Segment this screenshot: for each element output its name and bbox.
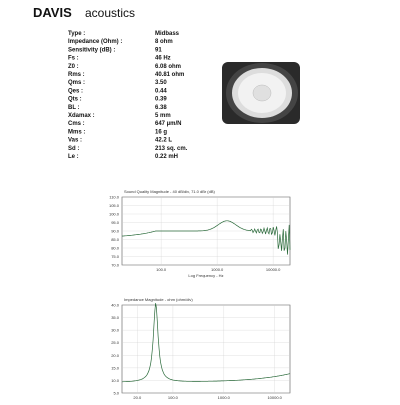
spec-value: 42.2 L xyxy=(155,138,172,144)
x-tick-label: 100.0 xyxy=(168,395,179,400)
spec-label: Qts : xyxy=(68,97,82,103)
spec-label: Vas : xyxy=(68,138,82,144)
spec-label: Z0 : xyxy=(68,64,79,70)
x-axis-label: Log Frequency - Hz xyxy=(188,273,223,278)
spec-label: Impedance (Ohm) : xyxy=(68,39,122,45)
spec-label: Rms : xyxy=(68,72,85,78)
y-tick-label: 105.0 xyxy=(109,203,120,208)
spec-label: Le : xyxy=(68,154,79,160)
y-tick-label: 95.0 xyxy=(111,220,120,225)
spec-value: 647 µm/N xyxy=(155,121,181,127)
spec-value: 8 ohm xyxy=(155,39,173,45)
response-curve xyxy=(122,303,291,383)
speaker-photo xyxy=(222,62,300,124)
y-tick-label: 25.0 xyxy=(111,340,120,345)
brand: DAVIS xyxy=(33,5,72,20)
chart-title: Sound Quality Magnitude - 40 dB/div, 71.… xyxy=(124,189,216,194)
response-curve xyxy=(121,220,291,255)
y-tick-label: 40.0 xyxy=(111,303,120,308)
spec-label: Type : xyxy=(68,31,85,37)
spec-label: Mms : xyxy=(68,129,85,135)
spec-value: 0.39 xyxy=(155,97,167,103)
spec-value: 91 xyxy=(155,47,162,53)
brand-subtitle: acoustics xyxy=(85,6,135,20)
spec-label: Qes : xyxy=(68,88,83,94)
spec-value: 0.44 xyxy=(155,88,167,94)
spec-label: BL : xyxy=(68,105,80,111)
x-tick-label: 10000.0 xyxy=(267,395,282,400)
spec-value: 6.08 ohm xyxy=(155,64,181,70)
y-tick-label: 15.0 xyxy=(111,365,120,370)
spec-value: Midbass xyxy=(155,31,180,37)
spec-label: Cms : xyxy=(68,121,85,127)
y-tick-label: 10.0 xyxy=(111,378,120,383)
spec-value: 16 g xyxy=(155,129,167,135)
spec-value: 0.22 mH xyxy=(155,154,178,160)
spec-value: 6.38 xyxy=(155,105,167,111)
y-tick-label: 110.0 xyxy=(109,195,119,200)
y-tick-label: 5.0 xyxy=(113,391,119,396)
y-tick-label: 85.0 xyxy=(111,237,120,242)
x-tick-label: 1000.0 xyxy=(211,267,224,272)
spec-label: Fs : xyxy=(68,56,79,62)
spec-value: 5 mm xyxy=(155,113,171,119)
x-tick-label: 20.0 xyxy=(133,395,142,400)
y-tick-label: 35.0 xyxy=(111,315,120,320)
y-tick-label: 20.0 xyxy=(111,353,120,358)
spec-value: 213 sq. cm. xyxy=(155,146,188,152)
y-tick-label: 70.0 xyxy=(111,263,120,268)
spec-label: Sensitivity (dB) : xyxy=(68,47,115,53)
y-tick-label: 30.0 xyxy=(111,328,120,333)
y-tick-label: 100.0 xyxy=(109,212,120,217)
y-tick-label: 75.0 xyxy=(111,254,120,259)
x-tick-label: 1000.0 xyxy=(218,395,231,400)
y-tick-label: 90.0 xyxy=(111,229,120,234)
chart-title: Impedance Magnitude - ohm (ohm/div) xyxy=(124,297,193,302)
spec-value: 46 Hz xyxy=(155,56,171,62)
spec-value: 40.81 ohm xyxy=(155,72,184,78)
spec-value: 3.50 xyxy=(155,80,167,86)
x-tick-label: 100.0 xyxy=(156,267,167,272)
x-tick-label: 10000.0 xyxy=(266,267,281,272)
spec-label: Qms : xyxy=(68,80,85,86)
spec-label: Sd : xyxy=(68,146,79,152)
spec-label: Xdamax : xyxy=(68,113,95,119)
y-tick-label: 80.0 xyxy=(111,246,120,251)
